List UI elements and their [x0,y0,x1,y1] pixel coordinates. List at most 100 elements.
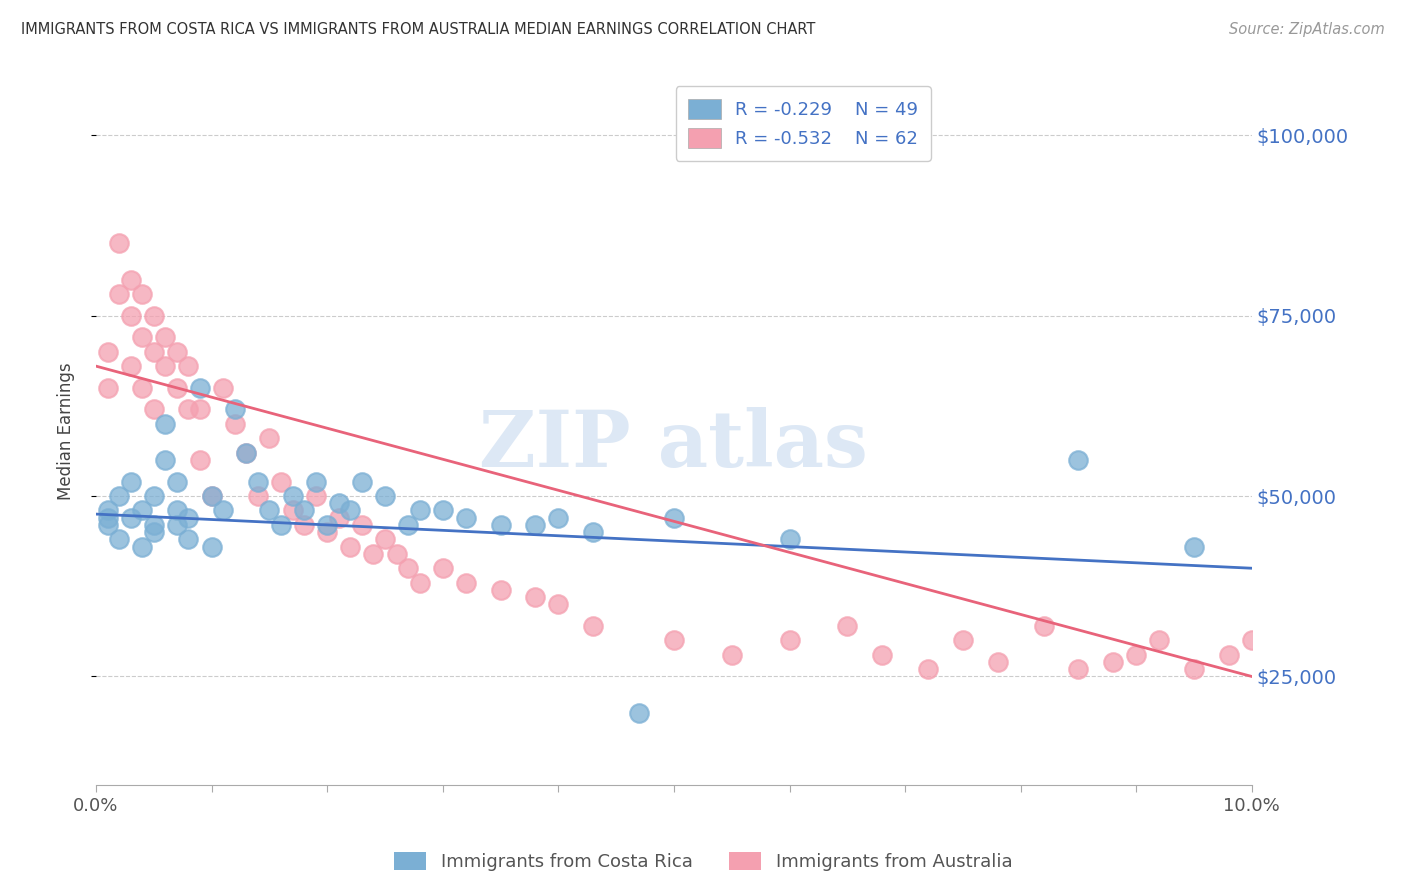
Point [1067,662,1090,676]
Point [1149,633,1171,648]
Point [837,619,859,633]
Point [166,503,188,517]
Point [304,475,326,489]
Text: IMMIGRANTS FROM COSTA RICA VS IMMIGRANTS FROM AUSTRALIA MEDIAN EARNINGS CORRELAT: IMMIGRANTS FROM COSTA RICA VS IMMIGRANTS… [21,22,815,37]
Point [363,547,385,561]
Point [408,575,430,590]
Point [200,489,222,503]
Point [166,381,188,395]
Point [1067,453,1090,467]
Point [1102,655,1125,669]
Point [524,517,547,532]
Point [396,517,419,532]
Point [108,236,131,251]
Point [166,475,188,489]
Point [1125,648,1147,662]
Point [166,344,188,359]
Point [120,309,142,323]
Point [1182,662,1205,676]
Point [1032,619,1054,633]
Point [177,359,200,373]
Point [120,475,142,489]
Point [131,381,153,395]
Point [200,540,222,554]
Point [270,517,292,532]
Point [224,402,246,417]
Point [259,431,281,445]
Point [246,489,269,503]
Point [582,525,605,540]
Point [142,525,165,540]
Point [246,475,269,489]
Point [177,402,200,417]
Point [131,330,153,344]
Point [582,619,605,633]
Point [131,540,153,554]
Point [339,540,361,554]
Point [224,417,246,431]
Legend: R = -0.229    N = 49, R = -0.532    N = 62: R = -0.229 N = 49, R = -0.532 N = 62 [675,87,931,161]
Point [155,330,177,344]
Point [292,503,315,517]
Point [142,517,165,532]
Point [316,525,339,540]
Point [454,510,477,524]
Point [489,517,512,532]
Point [212,503,235,517]
Point [385,547,408,561]
Point [188,453,211,467]
Point [281,503,304,517]
Point [662,633,685,648]
Point [524,590,547,604]
Point [142,344,165,359]
Point [97,344,120,359]
Point [454,575,477,590]
Point [235,446,257,460]
Point [97,503,120,517]
Point [97,381,120,395]
Point [120,272,142,286]
Point [489,582,512,597]
Point [870,648,893,662]
Point [155,359,177,373]
Point [986,655,1008,669]
Point [177,533,200,547]
Point [281,489,304,503]
Point [131,287,153,301]
Point [952,633,974,648]
Point [328,496,350,510]
Point [328,510,350,524]
Text: ZIP atlas: ZIP atlas [479,408,869,483]
Point [155,417,177,431]
Point [120,510,142,524]
Y-axis label: Median Earnings: Median Earnings [58,362,75,500]
Point [374,533,396,547]
Point [662,510,685,524]
Point [339,503,361,517]
Point [108,533,131,547]
Point [97,517,120,532]
Point [155,453,177,467]
Point [188,381,211,395]
Text: Source: ZipAtlas.com: Source: ZipAtlas.com [1229,22,1385,37]
Point [316,517,339,532]
Point [1240,633,1263,648]
Point [779,533,801,547]
Point [1218,648,1240,662]
Point [235,446,257,460]
Point [350,517,373,532]
Point [917,662,939,676]
Point [374,489,396,503]
Point [177,510,200,524]
Point [270,475,292,489]
Point [547,510,569,524]
Point [142,489,165,503]
Legend: Immigrants from Costa Rica, Immigrants from Australia: Immigrants from Costa Rica, Immigrants f… [387,845,1019,879]
Point [396,561,419,575]
Point [108,287,131,301]
Point [432,561,454,575]
Point [547,597,569,611]
Point [304,489,326,503]
Point [408,503,430,517]
Point [432,503,454,517]
